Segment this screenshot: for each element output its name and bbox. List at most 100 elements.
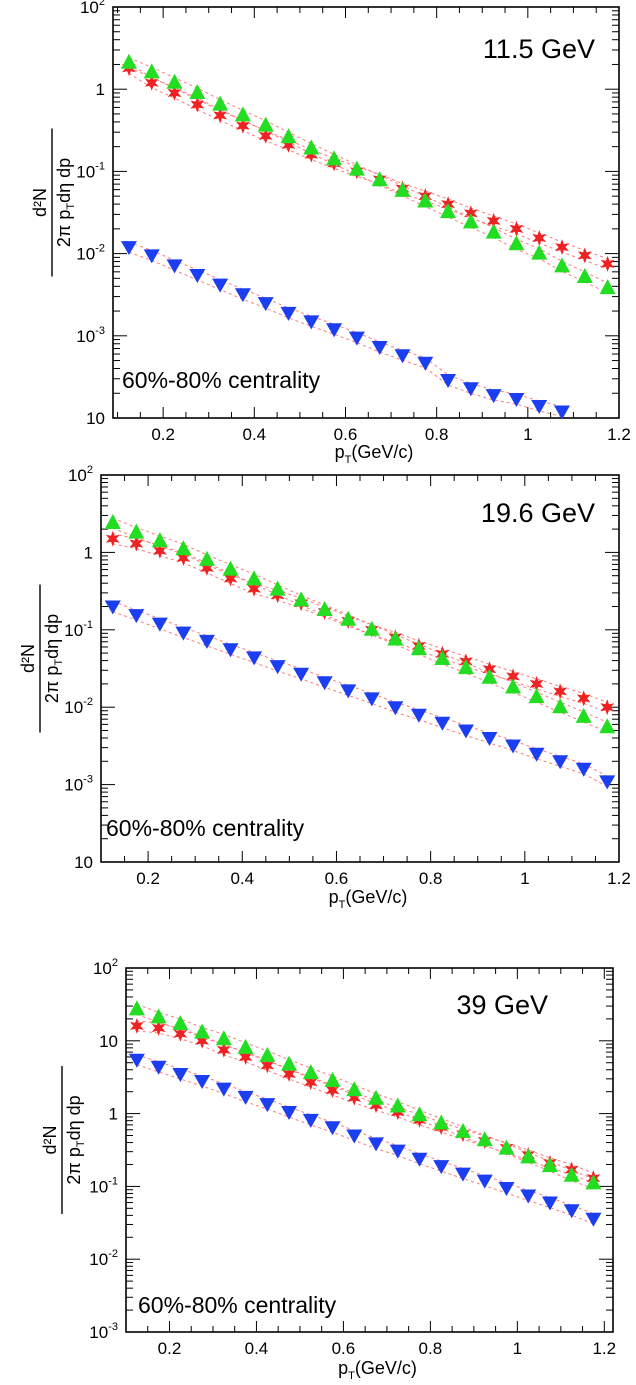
y-tick-label: 102: [68, 464, 93, 485]
data-point-triangle-up: [259, 1046, 276, 1062]
data-point-triangle-down: [128, 1053, 145, 1068]
centrality-label: 60%-80% centrality: [122, 367, 321, 393]
data-point-triangle-down: [172, 1067, 189, 1082]
fit-line-lower: [136, 1030, 594, 1184]
data-point-star: [325, 1082, 340, 1099]
data-point-triangle-down: [175, 626, 192, 641]
data-point-star: [369, 1097, 383, 1114]
data-point-star: [260, 1057, 275, 1074]
data-point-triangle-down: [128, 609, 145, 624]
data-point-triangle-down: [371, 341, 388, 356]
centrality-label: 60%-80% centrality: [106, 815, 305, 841]
data-point-star: [247, 580, 261, 597]
data-point-triangle-up: [128, 523, 145, 539]
energy-label: 11.5 GeV: [483, 34, 595, 64]
data-point-triangle-down: [454, 1167, 471, 1182]
data-point-triangle-down: [198, 634, 215, 649]
y-axis: 102 1 10-1 10-2 10-3 10: [76, 0, 619, 428]
x-axis: 0.2 0.4 0.6 0.8 1 1.2: [125, 968, 616, 1358]
x-axis-label: pT(GeV/c): [338, 1358, 417, 1382]
fit-line-lower: [128, 67, 608, 294]
data-point-star: [195, 1032, 209, 1049]
data-point-triangle-up: [302, 1064, 319, 1080]
data-point-triangle-up: [433, 1114, 450, 1130]
data-point-star: [238, 1049, 253, 1065]
y-tick-label: 1: [96, 80, 105, 99]
data-point-triangle-down: [151, 617, 168, 632]
data-point-triangle-down: [302, 1113, 319, 1128]
data-point-triangle-up: [303, 139, 320, 155]
y-tick-label: 10-3: [76, 325, 105, 346]
data-point-triangle-up: [340, 610, 357, 626]
data-point-triangle-down: [293, 667, 310, 682]
data-point-triangle-up: [520, 1148, 537, 1164]
data-point-triangle-up: [269, 580, 286, 596]
fit-line-upper: [128, 62, 608, 260]
y-label-denominator: 2π pTdη dp: [42, 614, 65, 703]
data-point-triangle-up: [198, 550, 215, 566]
data-point-star: [577, 247, 592, 264]
data-point-triangle-down: [326, 323, 343, 338]
data-point-triangle-up: [215, 1030, 232, 1046]
data-point-triangle-up: [194, 1023, 211, 1039]
fit-line-upper: [112, 533, 608, 703]
x-tick-label: 1.2: [592, 1339, 616, 1358]
data-point-triangle-up: [485, 223, 502, 239]
data-point-triangle-up: [387, 630, 404, 646]
data-point-triangle-down: [389, 1144, 406, 1159]
chart-panel-2: 0.2 0.4 0.6 0.8 1 1.2 pT(GeV/c) 102 1 10-1 10-2 10-…: [18, 464, 631, 911]
data-point-triangle-down: [120, 241, 137, 256]
x-tick-label: 0.6: [334, 425, 358, 444]
data-point-triangle-down: [585, 1212, 602, 1227]
data-point-star: [144, 74, 159, 91]
data-point-triangle-up: [189, 83, 206, 99]
data-point-star: [600, 255, 615, 272]
data-point-triangle-up: [222, 560, 239, 576]
y-tick-label: 10-1: [76, 160, 105, 181]
fit-line-lower: [112, 543, 608, 713]
fit-line-lower: [128, 72, 608, 270]
y-label-numerator: d²N: [30, 188, 50, 217]
data-point-triangle-up: [454, 1122, 471, 1138]
data-point-triangle-up: [505, 678, 522, 694]
fit-line-upper: [136, 1003, 594, 1179]
data-point-triangle-up: [348, 160, 365, 176]
data-point-triangle-down: [387, 701, 404, 716]
data-point-triangle-down: [476, 1174, 493, 1189]
chart-panel-3: 0.2 0.4 0.6 0.8 1 1.2pT(GeV/c)10210110-110-21…: [40, 957, 616, 1382]
data-point-star: [105, 530, 120, 547]
data-point-triangle-down: [215, 1082, 232, 1097]
data-point-star: [167, 85, 182, 101]
data-point-triangle-down: [222, 643, 239, 658]
plot-frame: [100, 474, 620, 863]
data-point-triangle-up: [143, 63, 160, 79]
data-point-triangle-up: [394, 181, 411, 197]
data-point-triangle-up: [434, 649, 451, 665]
y-tick-label: 10: [74, 853, 93, 872]
data-point-star: [600, 699, 615, 716]
data-point-triangle-down: [363, 692, 380, 707]
data-point-triangle-down: [246, 651, 263, 666]
y-tick-label: 10-2: [76, 243, 105, 264]
data-point-star: [506, 668, 520, 685]
data-point-triangle-down: [259, 1098, 276, 1113]
x-tick-label: 0.8: [419, 869, 443, 888]
data-point-star: [236, 117, 250, 134]
data-point-triangle-down: [143, 249, 160, 264]
data-point-star: [151, 1020, 166, 1036]
y-tick-label: 10-2: [64, 696, 93, 717]
x-tick-label: 0.4: [245, 1339, 269, 1358]
data-point-star: [486, 212, 501, 229]
y-tick-label: 10-2: [89, 1248, 118, 1269]
series-triangle-down: [128, 1053, 602, 1227]
data-point-star: [463, 205, 478, 222]
data-point-triangle-up: [234, 106, 251, 122]
data-point-triangle-down: [104, 600, 121, 615]
x-axis: 0.2 0.4 0.6 0.8 1 1.2: [100, 475, 631, 888]
data-point-triangle-down: [541, 1196, 558, 1211]
data-point-triangle-down: [531, 399, 548, 414]
y-label-denominator: 2π pTdη dp: [54, 158, 77, 247]
data-point-triangle-down: [462, 382, 479, 397]
data-point-star: [553, 683, 568, 700]
